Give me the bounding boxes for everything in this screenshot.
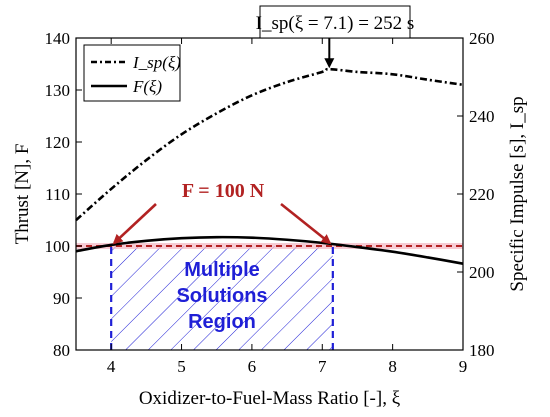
y-left-tick-label: 80: [53, 341, 70, 360]
legend-box: [83, 44, 181, 102]
legend-label-1: I_sp(ξ): [132, 53, 181, 72]
x-tick-label: 7: [318, 357, 327, 376]
y-left-tick-label: 110: [45, 185, 70, 204]
y-right-tick-label: 220: [469, 185, 495, 204]
x-axis-title: Oxidizer-to-Fuel-Mass Ratio [-], ξ: [139, 388, 401, 409]
region-label-line-3: Region: [188, 311, 256, 333]
x-tick-label: 8: [388, 357, 397, 376]
y-left-tick-label: 120: [45, 133, 71, 152]
y-left-tick-label: 90: [53, 289, 70, 308]
force-arrow-2: [280, 202, 332, 245]
y-left-tick-label: 140: [45, 29, 71, 48]
y-axis-right-title: Specific Impulse [s], I_sp: [507, 96, 528, 291]
force-label: F = 100 N: [182, 180, 265, 202]
legend: I_sp(ξ) F(ξ): [83, 44, 181, 102]
y-ticks-right: 180 200 220 240 260: [457, 29, 495, 360]
y-axis-left-title: Thrust [N], F: [12, 144, 33, 245]
force-arrow-1: [112, 203, 157, 245]
peak-label-box: [259, 5, 411, 39]
region-label-line-1: Multiple: [184, 259, 260, 281]
series-line-2: [75, 235, 464, 265]
peak-label: I_sp(ξ = 7.1) = 252 s: [256, 13, 415, 34]
peak-annotation: I_sp(ξ = 7.1) = 252 s: [256, 5, 415, 69]
y-right-tick-label: 240: [469, 107, 495, 126]
x-tick-label: 9: [459, 357, 468, 376]
y-left-tick-label: 130: [45, 81, 71, 100]
x-tick-label: 6: [248, 357, 257, 376]
x-tick-label: 5: [177, 357, 186, 376]
y-right-tick-label: 200: [469, 263, 495, 282]
y-right-tick-label: 180: [469, 341, 495, 360]
series-line-1: [75, 67, 464, 222]
y-ticks-left: 80 90 100 110 120 130 140: [45, 29, 82, 360]
y-right-tick-label: 260: [469, 29, 495, 48]
y-left-tick-label: 100: [45, 237, 71, 256]
x-tick-label: 4: [107, 357, 116, 376]
multiple-solutions-region-hatch: [111, 246, 333, 350]
annotations: I_sp(ξ = 7.1) = 252 s F = 100 N Multiple So…: [112, 5, 415, 333]
series-layer: [75, 67, 464, 265]
legend-label-2: F(ξ): [132, 77, 162, 96]
x-ticks: 4 5 6 7 8 9: [107, 38, 467, 376]
verticals-layer: [110, 246, 334, 350]
region-label-line-2: Solutions: [176, 285, 267, 307]
